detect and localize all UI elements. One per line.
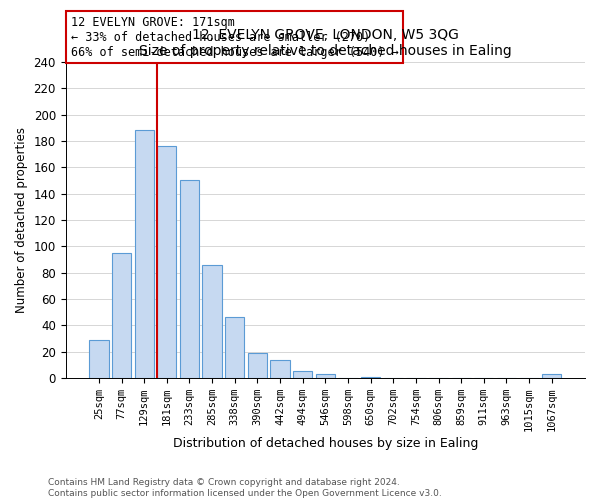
Y-axis label: Number of detached properties: Number of detached properties [15,127,28,313]
Bar [157,146,176,378]
Text: 12 EVELYN GROVE: 171sqm
← 33% of detached houses are smaller (270)
66% of semi-d: 12 EVELYN GROVE: 171sqm ← 33% of detache… [71,16,398,58]
Bar [361,376,380,378]
Bar [180,180,199,378]
Bar [248,353,267,378]
Bar [271,360,290,378]
Bar [134,130,154,378]
Bar [293,372,313,378]
Bar [225,318,244,378]
Bar [112,253,131,378]
Text: Contains HM Land Registry data © Crown copyright and database right 2024.
Contai: Contains HM Land Registry data © Crown c… [48,478,442,498]
Title: 12, EVELYN GROVE, LONDON, W5 3QG
Size of property relative to detached houses in: 12, EVELYN GROVE, LONDON, W5 3QG Size of… [139,28,512,58]
X-axis label: Distribution of detached houses by size in Ealing: Distribution of detached houses by size … [173,437,478,450]
Bar [89,340,109,378]
Bar [542,374,562,378]
Bar [202,264,222,378]
Bar [316,374,335,378]
